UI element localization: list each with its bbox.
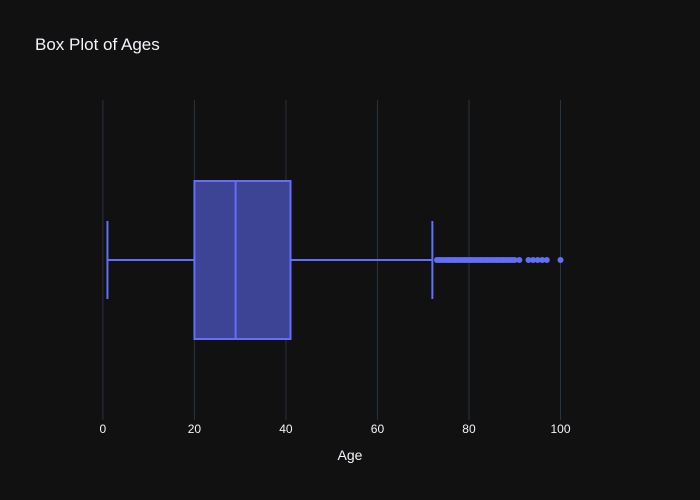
x-tick-labels: 0 20 40 60 80 100: [100, 422, 571, 436]
chart-title: Box Plot of Ages: [35, 35, 160, 54]
box-body: [193, 180, 292, 340]
outlier-point-36: [525, 257, 532, 263]
whiskers: [106, 221, 434, 299]
x-tick-80: 80: [462, 422, 476, 436]
outlier-point-35: [516, 257, 523, 263]
x-tick-20: 20: [188, 422, 202, 436]
outlier-point-38: [534, 257, 541, 263]
outlier-point-39: [539, 257, 546, 263]
outlier-points: [433, 257, 564, 263]
outlier-point-34: [511, 257, 518, 263]
x-tick-40: 40: [279, 422, 293, 436]
x-tick-100: 100: [550, 422, 570, 436]
x-tick-0: 0: [100, 422, 107, 436]
x-tick-60: 60: [371, 422, 385, 436]
interquartile-box: [193, 180, 292, 340]
outlier-point-37: [530, 257, 537, 263]
outlier-point-41: [557, 257, 564, 263]
outlier-point-40: [543, 257, 550, 263]
x-axis-label: Age: [338, 447, 363, 463]
